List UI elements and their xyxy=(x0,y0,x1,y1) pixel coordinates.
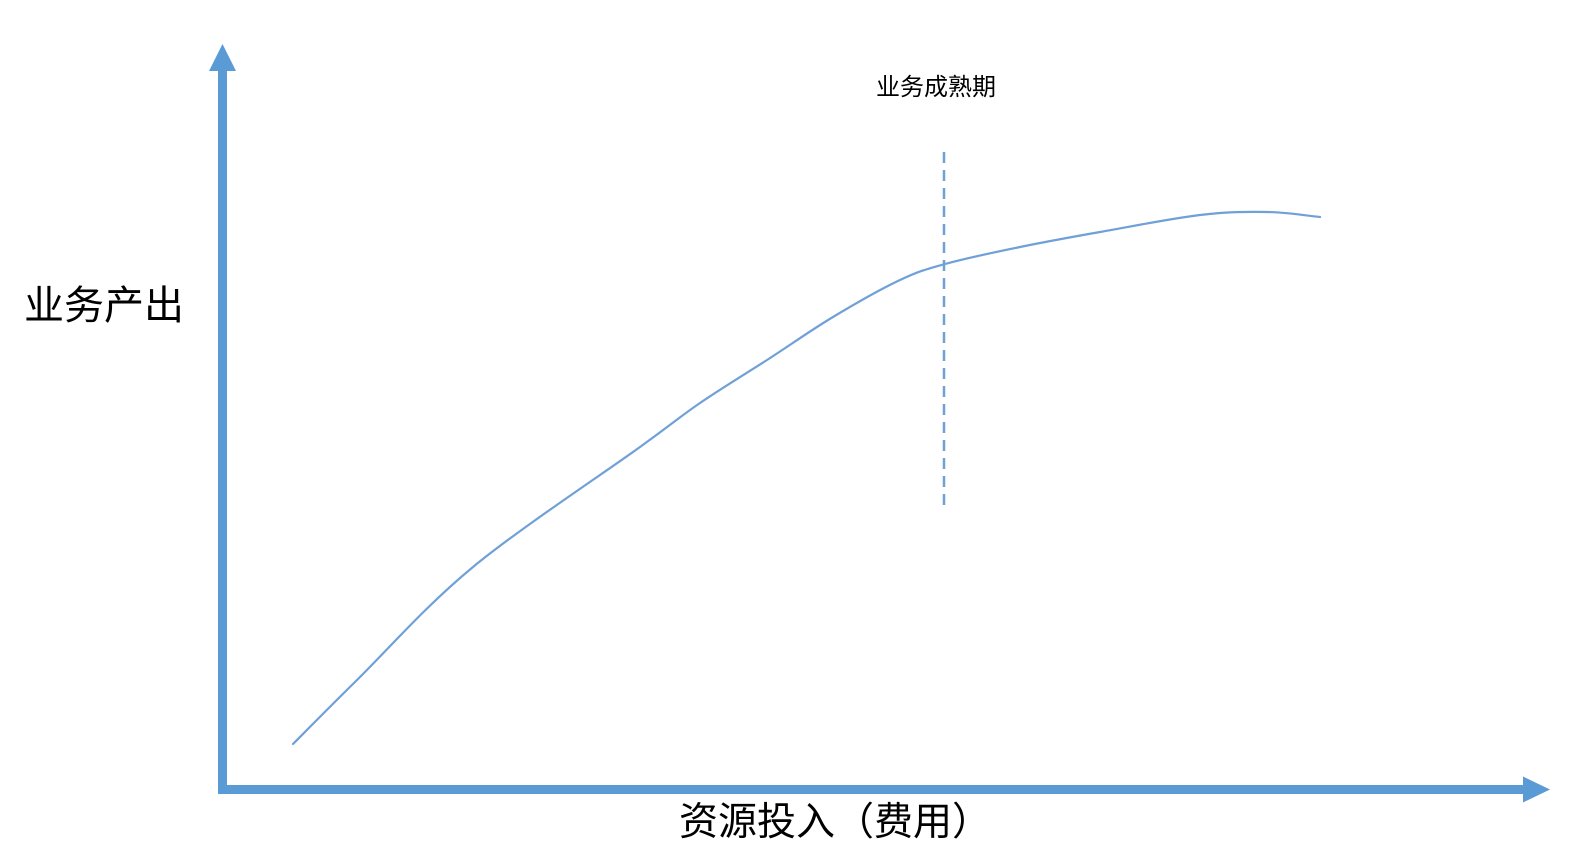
output-curve xyxy=(291,210,1322,746)
x-axis-label: 资源投入（费用） xyxy=(678,801,992,844)
maturity-annotation-label: 业务成熟期 xyxy=(876,74,996,101)
x-axis-arrow-icon xyxy=(1523,776,1550,803)
y-axis-arrow-icon xyxy=(209,44,236,71)
y-axis-label: 业务产出 xyxy=(24,284,184,328)
